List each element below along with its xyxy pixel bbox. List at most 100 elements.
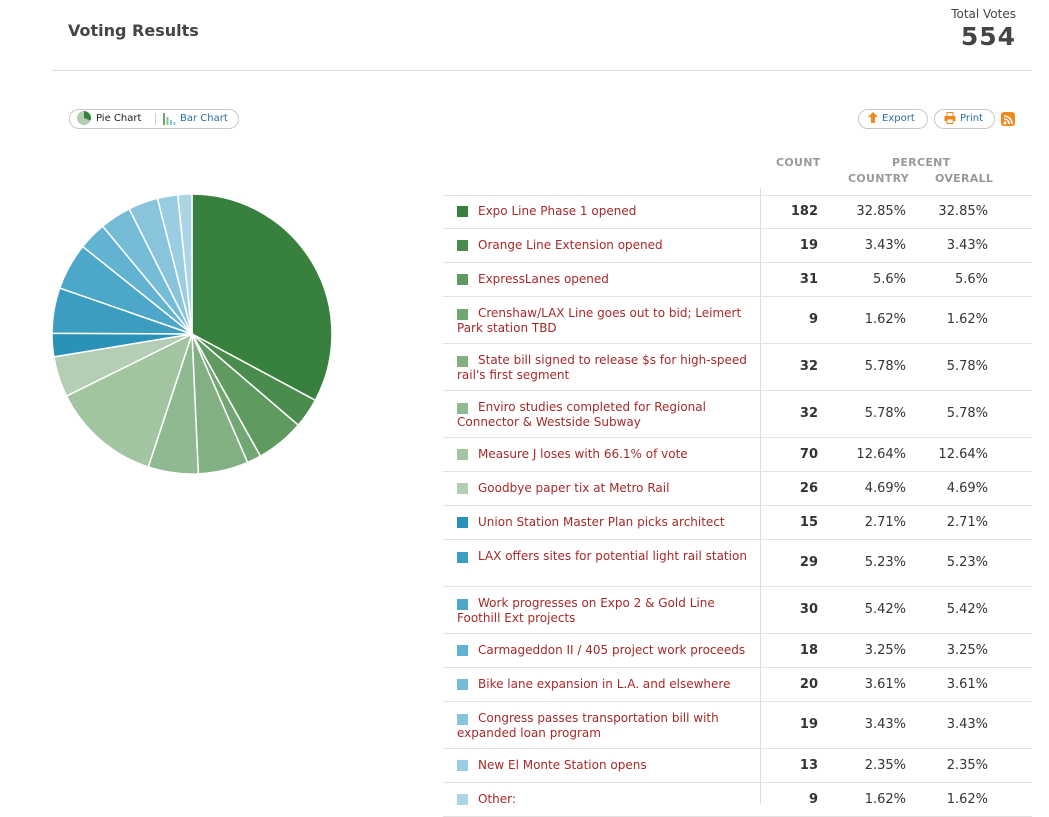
- percent-country: 3.43%: [864, 717, 906, 732]
- percent-overall: 3.43%: [946, 237, 988, 253]
- table-row[interactable]: Bike lane expansion in L.A. and elsewher…: [443, 668, 1032, 702]
- percent-country: 4.69%: [864, 480, 906, 496]
- percent-country: 3.61%: [864, 676, 906, 692]
- chart-type-toggle: Pie Chart Bar Chart: [69, 109, 239, 129]
- percent-country: 5.23%: [864, 555, 906, 570]
- count-column-divider: [760, 188, 761, 804]
- table-row[interactable]: Enviro studies completed for Regional Co…: [443, 391, 1032, 438]
- pie-slice[interactable]: [176, 193, 193, 335]
- table-row[interactable]: Crenshaw/LAX Line goes out to bid; Leime…: [443, 297, 1032, 344]
- table-row[interactable]: ExpressLanes opened 31 5.6% 5.6%: [443, 263, 1032, 297]
- option-label[interactable]: Crenshaw/LAX Line goes out to bid; Leime…: [457, 306, 742, 335]
- print-button[interactable]: Print: [934, 109, 995, 129]
- pie-chart-label: Pie Chart: [96, 113, 142, 124]
- table-row[interactable]: Expo Line Phase 1 opened 182 32.85% 32.85%: [443, 195, 1032, 229]
- total-votes-value: 554: [960, 22, 1016, 51]
- vote-count: 31: [799, 271, 818, 287]
- option-label[interactable]: ExpressLanes opened: [478, 271, 609, 286]
- rss-icon: [1003, 115, 1013, 125]
- percent-overall: 5.78%: [946, 359, 988, 374]
- vote-count: 70: [799, 446, 818, 462]
- option-label[interactable]: Bike lane expansion in L.A. and elsewher…: [478, 676, 731, 691]
- rss-feed-button[interactable]: [1001, 112, 1015, 126]
- legend-swatch: [457, 793, 468, 805]
- vote-count: 182: [790, 203, 818, 219]
- percent-overall: 5.6%: [954, 271, 988, 287]
- pie-slice[interactable]: [191, 193, 333, 402]
- legend-swatch: [457, 273, 468, 285]
- percent-overall: 1.62%: [946, 312, 988, 327]
- pie-chart-toggle[interactable]: Pie Chart: [76, 110, 141, 128]
- percent-overall: 5.42%: [946, 602, 988, 617]
- option-label[interactable]: Enviro studies completed for Regional Co…: [457, 400, 706, 429]
- print-label: Print: [960, 113, 984, 124]
- percent-column-header: PERCENT: [892, 156, 951, 169]
- table-row[interactable]: New El Monte Station opens 13 2.35% 2.35%: [443, 749, 1032, 783]
- percent-overall: 32.85%: [938, 203, 988, 219]
- table-row[interactable]: Other: 9 1.62% 1.62%: [443, 783, 1032, 817]
- vote-count: 20: [799, 676, 818, 692]
- table-row[interactable]: LAX offers sites for potential light rai…: [443, 540, 1032, 587]
- export-button[interactable]: Export: [858, 109, 928, 129]
- percent-country: 2.35%: [864, 757, 906, 773]
- option-label[interactable]: State bill signed to release $s for high…: [457, 353, 747, 382]
- overall-column-header: OVERALL: [935, 172, 994, 185]
- legend-swatch: [457, 448, 468, 460]
- percent-overall: 5.23%: [946, 555, 988, 570]
- option-label[interactable]: Congress passes transportation bill with…: [457, 711, 719, 740]
- page-title: Voting Results: [68, 21, 199, 40]
- option-label[interactable]: LAX offers sites for potential light rai…: [478, 549, 747, 563]
- export-icon: [868, 112, 878, 123]
- legend-swatch: [457, 678, 468, 690]
- pie-chart: [51, 193, 333, 475]
- legend-swatch: [457, 516, 468, 528]
- option-label[interactable]: Work progresses on Expo 2 & Gold Line Fo…: [457, 596, 715, 625]
- vote-count: 30: [799, 602, 818, 617]
- table-row[interactable]: Measure J loses with 66.1% of vote 70 12.6…: [443, 438, 1032, 472]
- pie-chart-icon: [77, 111, 91, 125]
- percent-country: 1.62%: [864, 312, 906, 327]
- table-row[interactable]: Work progresses on Expo 2 & Gold Line Fo…: [443, 587, 1032, 634]
- legend-swatch: [457, 759, 468, 771]
- percent-overall: 2.71%: [946, 514, 988, 530]
- option-label[interactable]: Orange Line Extension opened: [478, 237, 663, 252]
- option-label[interactable]: New El Monte Station opens: [478, 757, 647, 772]
- pie-slice[interactable]: [65, 332, 194, 468]
- option-label[interactable]: Measure J loses with 66.1% of vote: [478, 446, 688, 461]
- table-row[interactable]: Carmageddon II / 405 project work procee…: [443, 634, 1032, 668]
- legend-swatch: [457, 552, 468, 563]
- bar-chart-icon: [163, 113, 176, 125]
- table-row[interactable]: State bill signed to release $s for high…: [443, 344, 1032, 391]
- legend-swatch: [457, 644, 468, 656]
- percent-country: 3.43%: [864, 237, 906, 253]
- percent-overall: 4.69%: [946, 480, 988, 496]
- vote-count: 15: [799, 514, 818, 530]
- table-row[interactable]: Goodbye paper tix at Metro Rail 26 4.69% 4.…: [443, 472, 1032, 506]
- vote-count: 19: [799, 717, 818, 732]
- option-label[interactable]: Goodbye paper tix at Metro Rail: [478, 480, 670, 495]
- legend-swatch: [457, 309, 468, 320]
- vote-count: 26: [799, 480, 818, 496]
- table-row[interactable]: Congress passes transportation bill with…: [443, 702, 1032, 749]
- vote-count: 13: [799, 757, 818, 773]
- percent-overall: 3.43%: [946, 717, 988, 732]
- toggle-separator: [155, 113, 156, 125]
- option-label[interactable]: Carmageddon II / 405 project work procee…: [478, 642, 746, 657]
- header-divider: [52, 70, 1032, 71]
- legend-swatch: [457, 205, 468, 217]
- legend-swatch: [457, 714, 468, 725]
- table-row[interactable]: Orange Line Extension opened 19 3.43% 3.43%: [443, 229, 1032, 263]
- table-row[interactable]: Union Station Master Plan picks architec…: [443, 506, 1032, 540]
- percent-overall: 2.35%: [946, 757, 988, 773]
- option-label[interactable]: Other:: [478, 791, 516, 806]
- vote-count: 32: [799, 359, 818, 374]
- option-label[interactable]: Expo Line Phase 1 opened: [478, 203, 637, 218]
- percent-country: 1.62%: [864, 791, 906, 807]
- option-label[interactable]: Union Station Master Plan picks architec…: [478, 514, 725, 529]
- bar-chart-toggle[interactable]: Bar Chart: [162, 110, 228, 128]
- legend-swatch: [457, 482, 468, 494]
- legend-swatch: [457, 403, 468, 414]
- percent-country: 5.42%: [864, 602, 906, 617]
- vote-count: 19: [799, 237, 818, 253]
- vote-count: 9: [808, 791, 818, 807]
